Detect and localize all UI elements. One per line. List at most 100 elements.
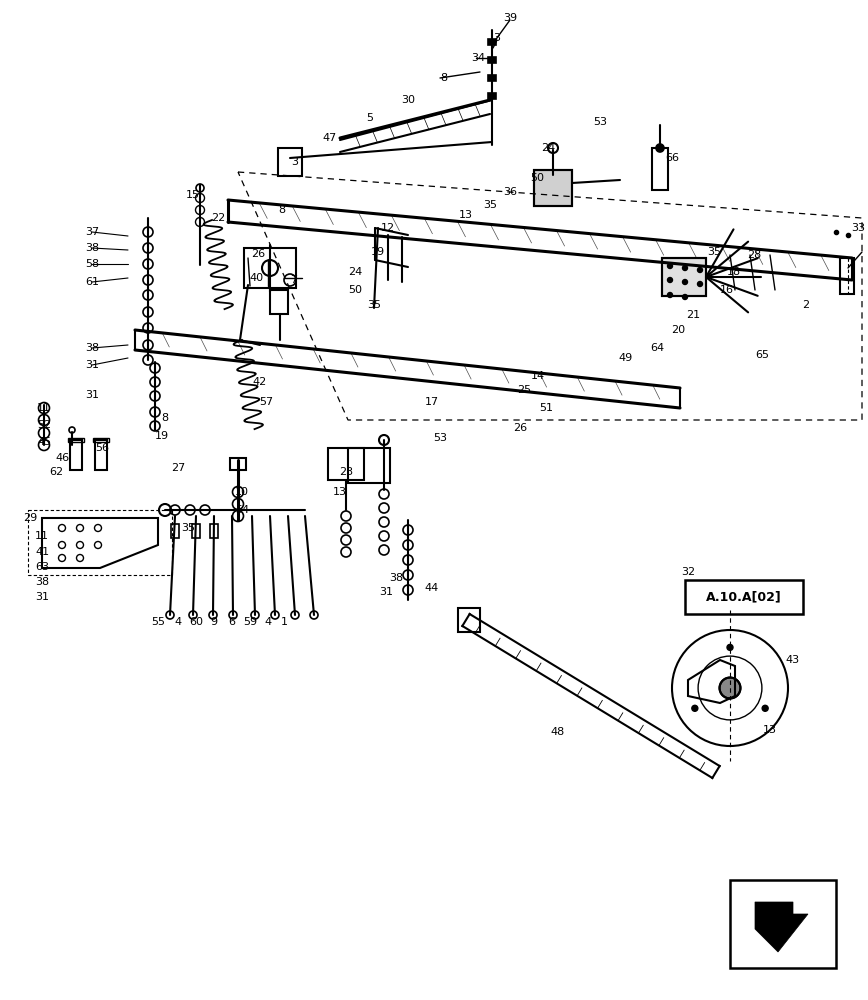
Text: 61: 61: [85, 277, 99, 287]
Text: 29: 29: [23, 513, 37, 523]
Bar: [534, 170, 572, 206]
Bar: [730, 880, 836, 968]
Bar: [244, 248, 296, 288]
Text: 34: 34: [471, 53, 485, 63]
Bar: [662, 258, 706, 296]
Text: 24: 24: [541, 143, 556, 153]
Bar: [192, 524, 200, 538]
Text: 22: 22: [211, 213, 225, 223]
Text: 49: 49: [619, 353, 633, 363]
Text: 58: 58: [85, 259, 99, 269]
Bar: [348, 448, 390, 483]
Text: A.10.A[02]: A.10.A[02]: [707, 590, 782, 603]
Text: 31: 31: [379, 587, 393, 597]
Text: 26: 26: [251, 249, 265, 259]
Text: 4: 4: [265, 617, 272, 627]
Bar: [93, 438, 109, 442]
Text: 54: 54: [235, 505, 249, 515]
Text: 39: 39: [503, 13, 517, 23]
Text: 8: 8: [279, 205, 286, 215]
Bar: [652, 148, 668, 190]
Circle shape: [698, 282, 702, 286]
Bar: [685, 580, 803, 614]
Text: 42: 42: [253, 377, 267, 387]
Text: 25: 25: [517, 385, 531, 395]
Text: 38: 38: [35, 577, 49, 587]
Circle shape: [727, 644, 733, 650]
Circle shape: [667, 292, 673, 298]
Text: 8: 8: [161, 413, 168, 423]
Text: 66: 66: [665, 153, 679, 163]
Circle shape: [667, 277, 673, 282]
Text: 32: 32: [681, 567, 695, 577]
Text: 13: 13: [459, 210, 473, 220]
Text: 10: 10: [235, 487, 249, 497]
Bar: [488, 39, 496, 45]
Bar: [230, 458, 246, 470]
Text: 38: 38: [85, 243, 99, 253]
Text: 50: 50: [530, 173, 544, 183]
Polygon shape: [755, 902, 808, 952]
Text: 47: 47: [323, 133, 337, 143]
Circle shape: [720, 678, 740, 698]
Text: 28: 28: [746, 250, 761, 260]
Bar: [68, 438, 84, 442]
Bar: [171, 524, 179, 538]
Text: 41: 41: [35, 547, 49, 557]
Bar: [488, 93, 496, 99]
Text: 24: 24: [348, 267, 362, 277]
Text: 27: 27: [171, 463, 185, 473]
Text: 40: 40: [249, 273, 263, 283]
Text: 50: 50: [348, 285, 362, 295]
Circle shape: [682, 294, 687, 300]
Text: 43: 43: [785, 655, 799, 665]
Text: 21: 21: [686, 310, 700, 320]
Text: 59: 59: [243, 617, 257, 627]
Text: 1: 1: [280, 617, 287, 627]
Text: 35: 35: [367, 300, 381, 310]
Bar: [534, 170, 572, 206]
Bar: [840, 258, 854, 294]
Text: 8: 8: [440, 73, 448, 83]
Text: 53: 53: [593, 117, 607, 127]
Text: 3: 3: [292, 157, 299, 167]
Bar: [488, 75, 496, 81]
Text: 31: 31: [85, 390, 99, 400]
Text: 35: 35: [181, 523, 195, 533]
Text: 14: 14: [531, 371, 545, 381]
Bar: [278, 148, 302, 176]
Circle shape: [682, 279, 687, 284]
Text: 4: 4: [174, 617, 181, 627]
Text: 44: 44: [424, 583, 439, 593]
Text: 64: 64: [650, 343, 664, 353]
Text: 35: 35: [707, 247, 721, 257]
Text: 53: 53: [433, 433, 447, 443]
Text: 37: 37: [85, 227, 99, 237]
Text: 46: 46: [55, 453, 69, 463]
Text: 19: 19: [371, 247, 385, 257]
Bar: [70, 440, 82, 470]
Text: 36: 36: [503, 187, 517, 197]
Circle shape: [667, 263, 673, 268]
Text: 5: 5: [366, 113, 373, 123]
Circle shape: [762, 705, 768, 711]
Text: 38: 38: [85, 343, 99, 353]
Text: 12: 12: [381, 223, 395, 233]
Text: 65: 65: [755, 350, 769, 360]
Text: 33: 33: [851, 223, 865, 233]
Text: 11: 11: [37, 403, 51, 413]
Circle shape: [682, 265, 687, 270]
Text: 18: 18: [727, 267, 741, 277]
Text: 51: 51: [539, 403, 553, 413]
Text: 19: 19: [155, 431, 169, 441]
Text: 63: 63: [35, 562, 49, 572]
Text: 60: 60: [189, 617, 203, 627]
Text: 3: 3: [494, 33, 501, 43]
Text: 2: 2: [802, 300, 810, 310]
Text: 13: 13: [763, 725, 777, 735]
Text: 9: 9: [210, 617, 218, 627]
Text: 13: 13: [333, 487, 347, 497]
Circle shape: [698, 267, 702, 272]
Bar: [270, 290, 288, 314]
Circle shape: [656, 144, 664, 152]
